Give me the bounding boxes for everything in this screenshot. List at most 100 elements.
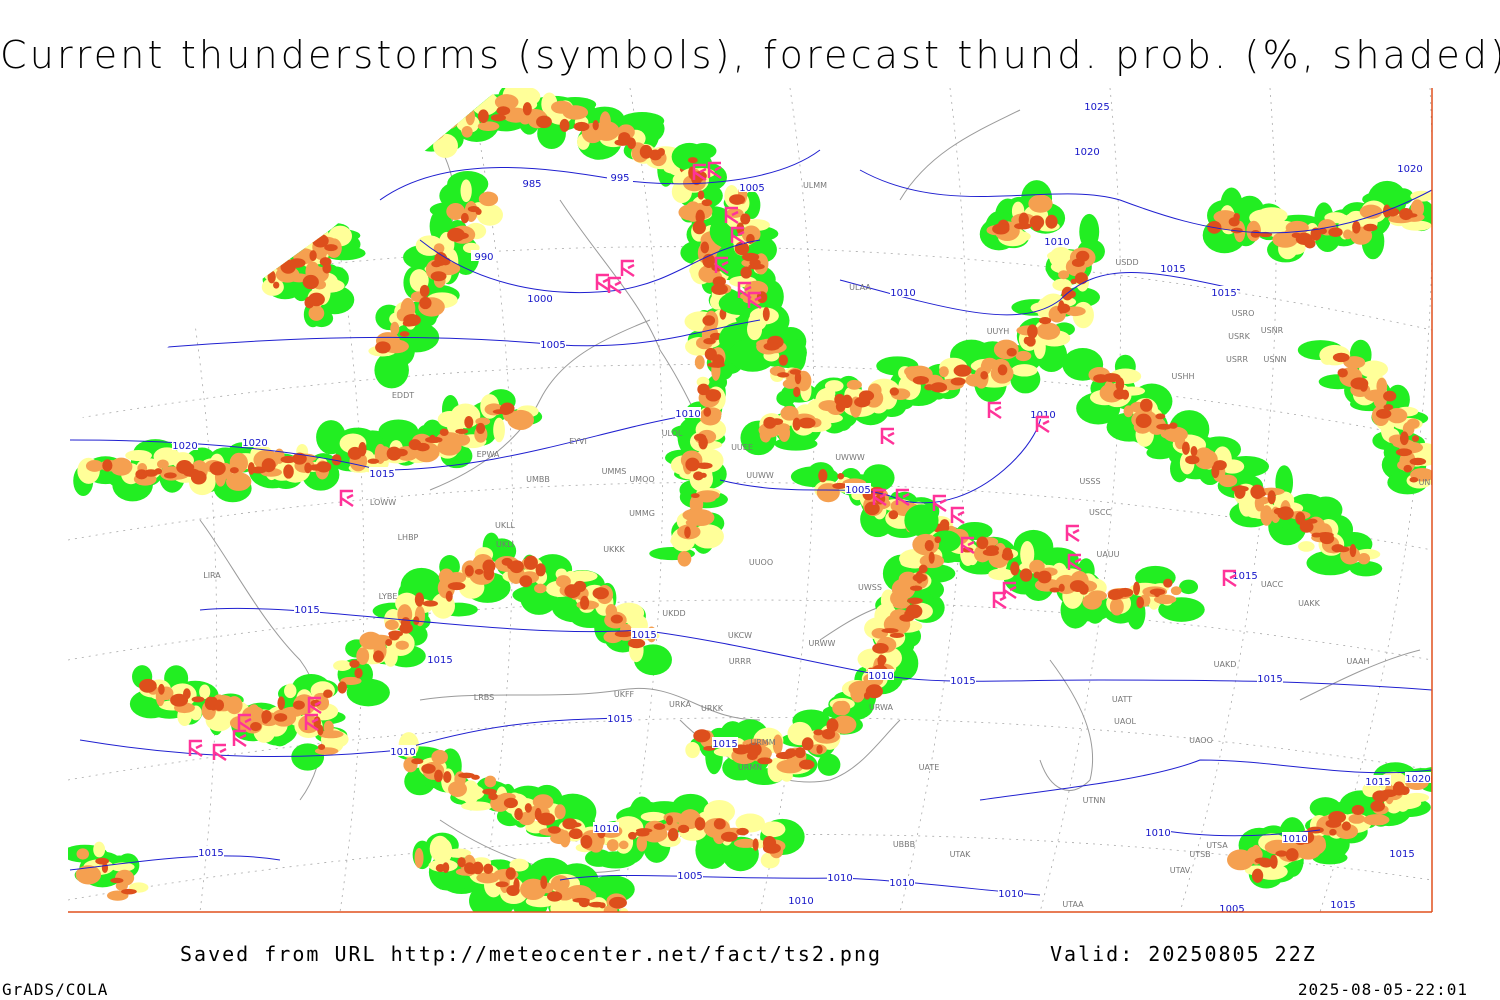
shade-cell — [471, 774, 480, 780]
shade-cell — [390, 321, 400, 336]
shade-cell — [1328, 811, 1347, 824]
isobar-label-bg — [1257, 672, 1283, 683]
shade-cell — [1363, 223, 1378, 232]
shade-cell — [1185, 455, 1200, 465]
shade-cell — [580, 834, 593, 849]
shade-cell — [988, 568, 1015, 581]
thunderstorm-symbol — [692, 163, 707, 182]
shade-cell — [776, 390, 796, 407]
shade-cell — [1027, 324, 1038, 339]
shade-cell — [934, 536, 942, 544]
shade-cell — [1218, 474, 1238, 488]
shade-cell — [434, 769, 443, 783]
shade-cell — [794, 747, 806, 759]
isobar-label-bg — [950, 674, 976, 685]
shade-cell — [892, 600, 911, 609]
shade-cell — [824, 380, 844, 392]
shade-cell — [794, 371, 802, 385]
shade-cell — [1269, 854, 1278, 869]
shade-cell — [484, 775, 497, 788]
shade-cell — [1363, 814, 1390, 826]
shade-cell — [110, 877, 124, 884]
shade-cell — [760, 821, 786, 838]
shade-cell — [154, 468, 163, 475]
shade-cell — [599, 902, 606, 909]
isobar-label-bg — [1030, 408, 1056, 419]
isobar-label-bg — [868, 669, 894, 680]
shade-cell — [431, 260, 442, 268]
shade-cell — [555, 575, 571, 588]
shade-cell — [793, 386, 801, 398]
shade-cell — [746, 318, 763, 341]
shade-cell — [274, 713, 288, 722]
shade-cell — [170, 693, 189, 707]
shade-cell — [466, 866, 477, 875]
shade-cell — [1348, 813, 1365, 824]
shade-cell — [1311, 835, 1326, 852]
shade-cell — [250, 722, 262, 732]
station-code: UMBB — [526, 475, 550, 484]
shade-cell — [337, 681, 348, 694]
shade-cell — [618, 840, 629, 850]
shade-cell — [713, 818, 726, 830]
shade-cell — [1140, 398, 1153, 412]
shade-cell — [537, 812, 556, 826]
shade-cell — [695, 209, 705, 224]
shade-cell — [442, 862, 450, 874]
station-code: USHH — [1172, 372, 1195, 381]
shade-cell — [1170, 586, 1182, 596]
isobar-label: 1010 — [998, 889, 1023, 900]
shade-cell — [573, 580, 587, 593]
shade-cell — [792, 417, 801, 431]
shade-cell — [395, 640, 409, 650]
station-code: USDD — [1115, 258, 1138, 267]
shade-cell — [1350, 377, 1369, 390]
isobar-label-bg — [998, 887, 1024, 898]
shade-cell — [889, 632, 905, 638]
shade-cell — [1045, 214, 1058, 229]
shade-cell — [499, 403, 512, 415]
shade-cell — [1029, 215, 1045, 230]
shade-cell — [1233, 212, 1240, 221]
meridian — [759, 88, 815, 912]
shade-cell — [904, 504, 939, 537]
shade-cell — [1403, 464, 1413, 473]
station-code: UATE — [919, 763, 940, 772]
shade-cell — [367, 458, 380, 464]
isobar-label: 1015 — [1257, 674, 1282, 685]
station-code: UMMS — [602, 467, 627, 476]
shade-cell — [261, 458, 276, 473]
isobar-labels: 985 995 1005 990 1000 1005 1010 1020 1020 1015 102… — [172, 100, 1431, 912]
isobar-label-bg — [1044, 235, 1070, 246]
shade-cell — [1117, 587, 1134, 598]
station-code: USNN — [1264, 355, 1287, 364]
shade-cell — [318, 730, 344, 739]
isobar-label-bg — [1330, 898, 1356, 909]
shade-cell — [832, 700, 848, 716]
shade-cell — [1103, 373, 1121, 383]
shade-cell — [1410, 190, 1432, 202]
shade-cell — [280, 455, 297, 464]
shade-cell — [375, 341, 391, 354]
shade-cell — [1121, 389, 1130, 400]
coastline — [1299, 649, 1421, 701]
shade-cell — [414, 847, 424, 869]
shade-cell — [1251, 868, 1264, 883]
shade-cell — [687, 157, 698, 164]
shade-cell — [1404, 792, 1430, 803]
station-code: EPWA — [477, 450, 500, 459]
shade-cell — [1275, 850, 1288, 857]
shade-cell — [509, 560, 524, 574]
shade-cell — [1351, 804, 1365, 816]
shade-cell — [696, 462, 713, 469]
shade-cell — [1211, 464, 1220, 479]
probability-shading — [68, 88, 1432, 912]
isobar-label-bg — [631, 628, 657, 639]
shade-cell — [483, 863, 494, 875]
shade-cell — [384, 619, 399, 631]
shade-cell — [440, 257, 451, 266]
shade-cell — [1079, 213, 1100, 250]
shade-cell — [930, 382, 948, 393]
